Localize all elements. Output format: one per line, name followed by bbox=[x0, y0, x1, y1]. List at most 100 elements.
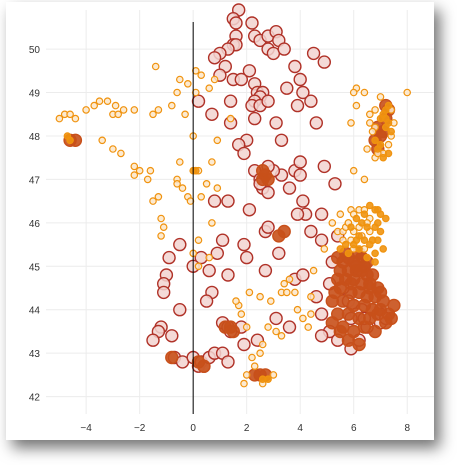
data-point bbox=[242, 203, 257, 217]
data-point bbox=[157, 232, 165, 240]
data-point bbox=[333, 324, 347, 339]
y-tick-label: 49 bbox=[29, 89, 41, 100]
data-point bbox=[371, 258, 379, 266]
data-point bbox=[304, 224, 318, 239]
data-point bbox=[282, 181, 297, 195]
data-point bbox=[205, 84, 214, 93]
data-point bbox=[130, 162, 139, 171]
data-point bbox=[205, 107, 219, 122]
data-point bbox=[373, 206, 382, 214]
data-point bbox=[173, 303, 187, 317]
data-point bbox=[154, 106, 163, 114]
data-point bbox=[154, 193, 163, 201]
data-point bbox=[192, 88, 200, 97]
x-tick-label: 2 bbox=[244, 423, 250, 434]
data-point bbox=[165, 350, 179, 365]
data-point bbox=[213, 184, 222, 192]
data-point bbox=[293, 168, 307, 182]
data-point bbox=[371, 307, 385, 321]
data-point bbox=[149, 197, 157, 205]
data-point bbox=[349, 88, 358, 97]
data-point bbox=[242, 64, 257, 78]
data-point bbox=[328, 177, 342, 191]
data-point bbox=[186, 197, 195, 205]
data-point bbox=[245, 288, 254, 297]
data-point bbox=[352, 101, 361, 110]
data-point bbox=[181, 110, 189, 119]
data-point bbox=[299, 314, 307, 323]
data-point bbox=[387, 298, 401, 313]
data-point bbox=[232, 297, 240, 305]
data-point bbox=[245, 16, 259, 30]
data-point bbox=[371, 249, 379, 258]
x-tick-label: −2 bbox=[134, 423, 146, 434]
data-point bbox=[272, 229, 286, 243]
data-point bbox=[314, 307, 329, 321]
data-point bbox=[248, 353, 256, 362]
data-point bbox=[55, 114, 64, 123]
data-point bbox=[221, 268, 235, 282]
data-point bbox=[250, 362, 259, 371]
data-point bbox=[114, 110, 123, 119]
chart-card: −4 −2 0 2 4 6 8 42 43 44 45 46 47 48 49 50 bbox=[6, 2, 434, 440]
data-point bbox=[280, 81, 294, 95]
data-point bbox=[379, 153, 388, 162]
data-point bbox=[272, 246, 286, 261]
data-point bbox=[242, 371, 251, 379]
y-tick-label: 50 bbox=[29, 45, 41, 56]
data-point bbox=[296, 268, 310, 282]
data-point bbox=[290, 207, 305, 221]
x-tick-label: 4 bbox=[297, 423, 303, 434]
data-point bbox=[381, 123, 390, 132]
data-point bbox=[205, 253, 214, 262]
data-point bbox=[261, 185, 275, 200]
data-point bbox=[237, 310, 246, 318]
data-point bbox=[194, 262, 203, 271]
data-point bbox=[365, 201, 374, 210]
data-point bbox=[363, 145, 371, 153]
data-point bbox=[285, 275, 294, 284]
data-point bbox=[194, 236, 203, 245]
data-point bbox=[109, 145, 117, 153]
data-point bbox=[307, 292, 315, 301]
data-point bbox=[207, 51, 222, 65]
data-point bbox=[240, 379, 248, 388]
points bbox=[55, 3, 412, 388]
data-point bbox=[237, 337, 251, 352]
data-point bbox=[368, 324, 382, 339]
data-point bbox=[63, 132, 72, 140]
data-point bbox=[357, 219, 366, 227]
data-point bbox=[213, 136, 222, 145]
data-point bbox=[237, 237, 251, 252]
data-point bbox=[368, 127, 377, 136]
data-point bbox=[256, 349, 264, 358]
data-point bbox=[344, 249, 353, 258]
data-point bbox=[184, 80, 192, 88]
y-tick-label: 46 bbox=[29, 219, 41, 230]
data-point bbox=[192, 166, 200, 175]
data-point bbox=[197, 359, 211, 373]
data-point bbox=[384, 311, 398, 326]
data-point bbox=[192, 67, 200, 75]
data-point bbox=[336, 210, 345, 219]
data-point bbox=[325, 316, 339, 330]
data-point bbox=[384, 101, 393, 110]
data-point bbox=[360, 175, 369, 184]
data-point bbox=[135, 166, 144, 175]
data-point bbox=[258, 340, 267, 349]
data-point bbox=[207, 194, 222, 208]
data-point bbox=[293, 72, 307, 87]
data-point bbox=[360, 236, 369, 245]
data-point bbox=[384, 149, 393, 158]
data-point bbox=[352, 214, 361, 223]
data-point bbox=[261, 94, 275, 108]
series-1 bbox=[63, 98, 401, 382]
data-point bbox=[199, 294, 214, 308]
data-point bbox=[242, 323, 251, 331]
data-point bbox=[95, 97, 104, 106]
data-point bbox=[384, 140, 393, 149]
data-point bbox=[221, 194, 235, 208]
data-point bbox=[229, 16, 243, 30]
data-point bbox=[261, 172, 275, 187]
